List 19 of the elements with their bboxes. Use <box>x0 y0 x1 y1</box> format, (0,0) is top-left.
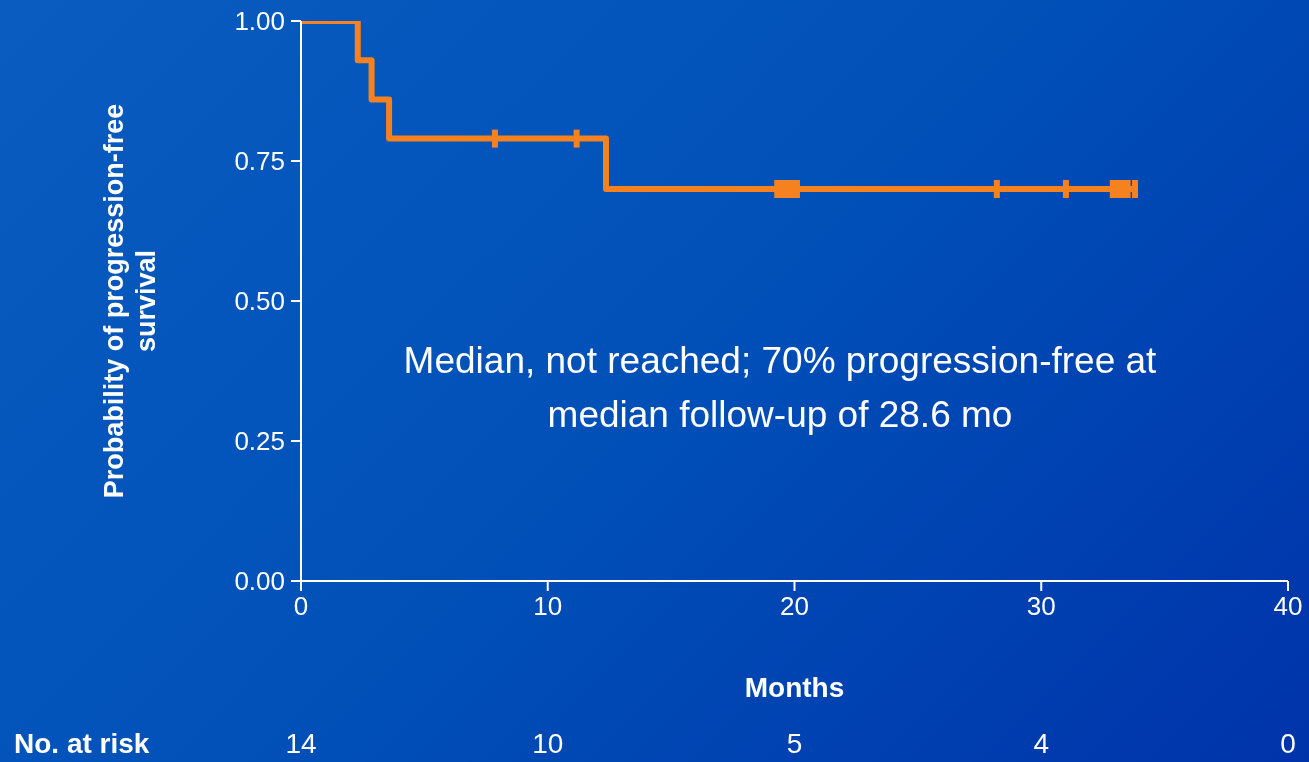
x-tick-label: 40 <box>1273 591 1303 622</box>
y-tick-label: 1.00 <box>234 6 285 37</box>
y-tick-label: 0.25 <box>234 426 285 457</box>
y-tick-label: 0.00 <box>234 566 285 597</box>
text: 14 <box>284 728 318 760</box>
x-tick-label: 10 <box>533 591 563 622</box>
text: 5 <box>785 728 804 760</box>
x-axis-title: Months <box>743 672 846 704</box>
x-tick-label: 20 <box>780 591 809 622</box>
text: No. at risk <box>14 728 150 760</box>
y-tick-label: 0.75 <box>234 146 285 177</box>
x-tick-label: 30 <box>1026 591 1056 622</box>
annotation: Median, not reached; 70% progression-free at median follow-up of 28.6 mo <box>402 339 1158 437</box>
text: 10 <box>531 728 565 760</box>
text: 4 <box>1032 728 1051 760</box>
text: 0 <box>1279 728 1297 760</box>
y-tick-label: 0.50 <box>234 286 285 317</box>
x-tick-label: 0 <box>293 591 309 622</box>
y-axis-title: Probability of progression-free survival <box>98 102 162 501</box>
